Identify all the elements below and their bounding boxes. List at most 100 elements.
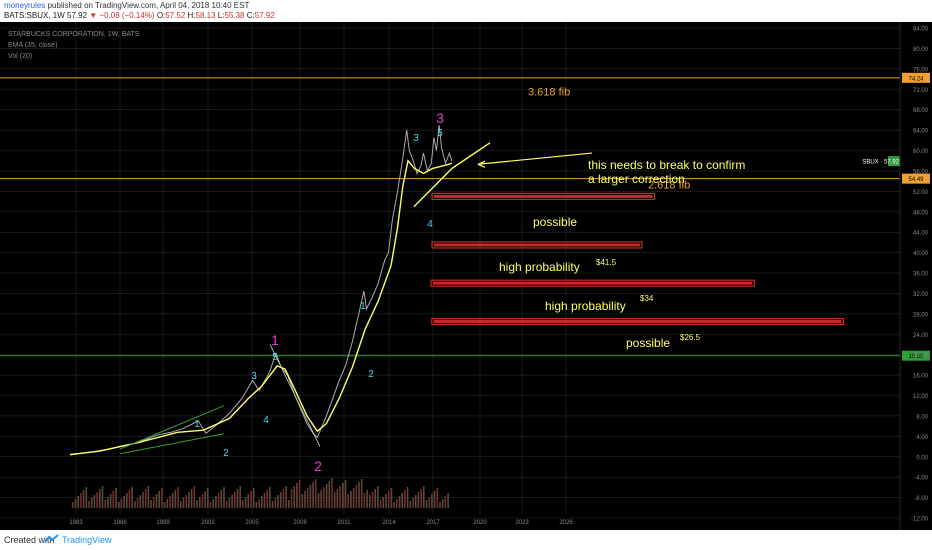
y-tick-label: 20.00 [913,353,929,359]
y-tick-label: 0.00 [916,455,928,461]
volume-bar [155,494,158,508]
volume-bar [301,494,304,508]
volume-bar [298,480,301,508]
volume-bar [139,495,142,508]
symbol-label: BATS:SBUX, 1W [4,11,65,20]
volume-bar [398,496,401,508]
volume-bar [406,487,409,508]
volume-bar [117,502,120,508]
volume-bar [277,495,279,508]
volume-bar [390,488,393,508]
y-tick-label: 40.00 [913,251,929,257]
volume-bar [88,501,90,508]
volume-bar [177,487,179,508]
zone-fill [433,281,753,285]
volume-bar [396,499,398,508]
volume-bar [101,486,104,508]
volume-bar [80,493,82,508]
text-labels: 3.618 fib 2.618 fib 1 2 3 4 5 1 2 1 2 3 4 5 3 possible h… [194,86,745,474]
fib-label: 3.618 fib [528,86,570,98]
close-label: C: [246,11,255,20]
wave-label: 3 [413,133,419,144]
volume-bar [142,492,144,508]
down-arrow-icon: ▼ [89,11,98,20]
volume-bar [134,501,136,508]
y-tick-label: 48.00 [913,210,929,216]
volume-bar [128,490,131,508]
open-label: O: [156,11,166,20]
volume-bar [239,486,241,508]
volume-bar [174,490,177,508]
volume-bar [109,494,112,508]
volume-bar [77,496,79,508]
ohlc-line: BATS:SBUX, 1W 57.92 ▼ −0.08 (−0.14%) O:5… [4,11,275,20]
volume-bar [217,493,220,508]
volume-bar [136,498,139,508]
volume-bar [225,501,228,508]
volume-bar [147,486,150,508]
chart-area[interactable]: 74.24 54.49 19.80 SBUX · 57.92 3.618 fib 2.6… [0,22,932,530]
volume-bar [428,497,430,508]
author-link[interactable]: moneyrules [4,1,46,10]
volume-bar [209,502,212,508]
x-tick-label: 2017 [426,520,440,526]
wave-label: 3 [251,371,257,382]
volume-bar [436,488,439,508]
y-tick-label: 16.00 [913,374,929,380]
volume-bar [263,493,266,508]
volume-bar [331,478,333,508]
annotation-text: this needs to break to confirm [588,158,745,172]
y-tick-label: -4.00 [914,476,928,482]
wave-label: 5 [437,128,443,139]
volume-bar [279,492,282,508]
volume-bar [171,493,174,508]
wave-label: 1 [271,332,279,348]
y-tick-label: 68.00 [913,108,929,114]
y-tick-label: 28.00 [913,312,929,318]
volume-bar [323,487,325,508]
volume-bar [96,492,98,508]
volume-bar [198,497,201,508]
zone-fill [434,194,653,198]
volume-bar [180,501,182,508]
volume-bar [296,483,298,508]
volume-bar [409,501,412,508]
low-value: 55.38 [224,11,245,20]
volume-bar [271,501,274,508]
y-tick-label: -8.00 [914,496,928,502]
zone-box [431,241,643,249]
wedge-lower-line [119,433,225,455]
x-tick-label: 1999 [156,520,170,526]
created-with-text: Created with [4,535,55,545]
volume-bar [342,483,344,508]
publish-text: published on TradingView.com, April 04, … [47,1,250,10]
volume-bar [358,482,360,508]
publish-info: moneyrules published on TradingView.com,… [4,1,249,10]
fib-label: 2.618 fib [648,179,690,191]
zone-box [431,192,656,201]
volume-bar [231,495,233,508]
zone-price: $41.5 [596,258,617,267]
volume-bar [258,499,260,508]
volume-bar [369,495,371,508]
wave-label: 3 [436,110,444,126]
volume-bar [377,486,379,508]
volume-bar [131,487,133,508]
ema-line [69,159,453,456]
volume-bar [163,502,166,508]
volume-bar [433,491,436,508]
volume-bar [352,488,355,508]
x-tick-label: 1986 [113,520,127,526]
volume-bar [315,479,317,508]
tradingview-brand[interactable]: TradingView [62,535,112,545]
volume-bar [252,488,255,508]
price-chart[interactable]: 74.24 54.49 19.80 SBUX · 57.92 3.618 fib 2.6… [0,22,932,530]
y-tick-label: 52.00 [913,190,929,196]
volume-bar [339,486,341,508]
volume-bar [371,492,374,508]
y-tick-label: 32.00 [913,292,929,298]
volume-bar [309,485,312,508]
volume-bar [220,490,223,508]
volume-bar [304,491,306,508]
volume-bar [188,492,190,508]
